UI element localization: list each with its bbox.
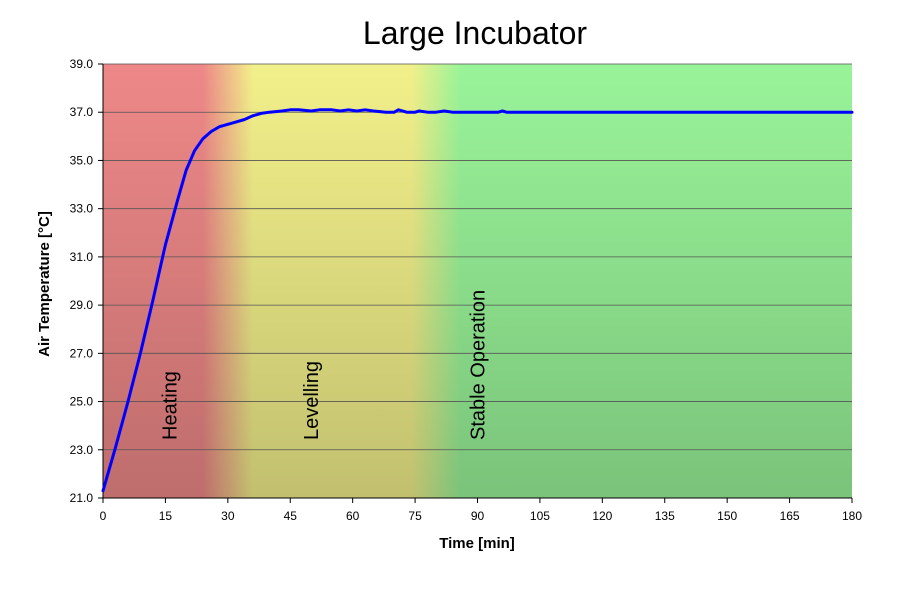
x-tick-label: 150 bbox=[717, 509, 737, 523]
y-tick-label: 21.0 bbox=[70, 491, 94, 505]
y-tick-label: 25.0 bbox=[70, 395, 94, 409]
x-tick-label: 60 bbox=[346, 509, 360, 523]
y-tick-label: 27.0 bbox=[70, 346, 94, 360]
x-tick-label: 165 bbox=[780, 509, 800, 523]
phase-labels: Heating Levelling Stable Operation bbox=[160, 290, 490, 440]
x-tick-label: 180 bbox=[842, 509, 862, 523]
x-axis-ticks: 0 15 30 45 60 75 90 105 120 135 150 165 180 bbox=[100, 498, 862, 523]
y-tick-label: 37.0 bbox=[70, 105, 94, 119]
y-tick-label: 31.0 bbox=[70, 250, 94, 264]
x-tick-label: 120 bbox=[592, 509, 612, 523]
y-axis-ticks: 21.0 23.0 25.0 27.0 29.0 31.0 33.0 35.0 37.0 39.0 bbox=[70, 57, 103, 505]
plot-background bbox=[103, 64, 852, 498]
y-tick-label: 23.0 bbox=[70, 443, 94, 457]
phase-label: Heating bbox=[160, 371, 182, 440]
x-tick-label: 135 bbox=[655, 509, 675, 523]
x-tick-label: 30 bbox=[221, 509, 235, 523]
y-tick-label: 29.0 bbox=[70, 298, 94, 312]
x-axis-title: Time [min] bbox=[439, 535, 515, 552]
phase-label: Levelling bbox=[301, 361, 323, 440]
x-tick-label: 90 bbox=[471, 509, 485, 523]
y-tick-label: 39.0 bbox=[70, 57, 94, 71]
phase-shading bbox=[103, 64, 852, 498]
y-tick-label: 35.0 bbox=[70, 153, 94, 167]
x-tick-label: 75 bbox=[408, 509, 422, 523]
x-tick-label: 15 bbox=[159, 509, 173, 523]
x-tick-label: 105 bbox=[530, 509, 550, 523]
phase-label: Stable Operation bbox=[468, 290, 490, 440]
chart-title: Large Incubator bbox=[363, 15, 588, 51]
y-tick-label: 33.0 bbox=[70, 202, 94, 216]
series-line bbox=[101, 108, 854, 493]
x-tick-label: 0 bbox=[100, 509, 107, 523]
y-axis-title: Air Temperature [°C] bbox=[36, 211, 53, 357]
grid-lines bbox=[103, 63, 852, 499]
x-tick-label: 45 bbox=[284, 509, 298, 523]
